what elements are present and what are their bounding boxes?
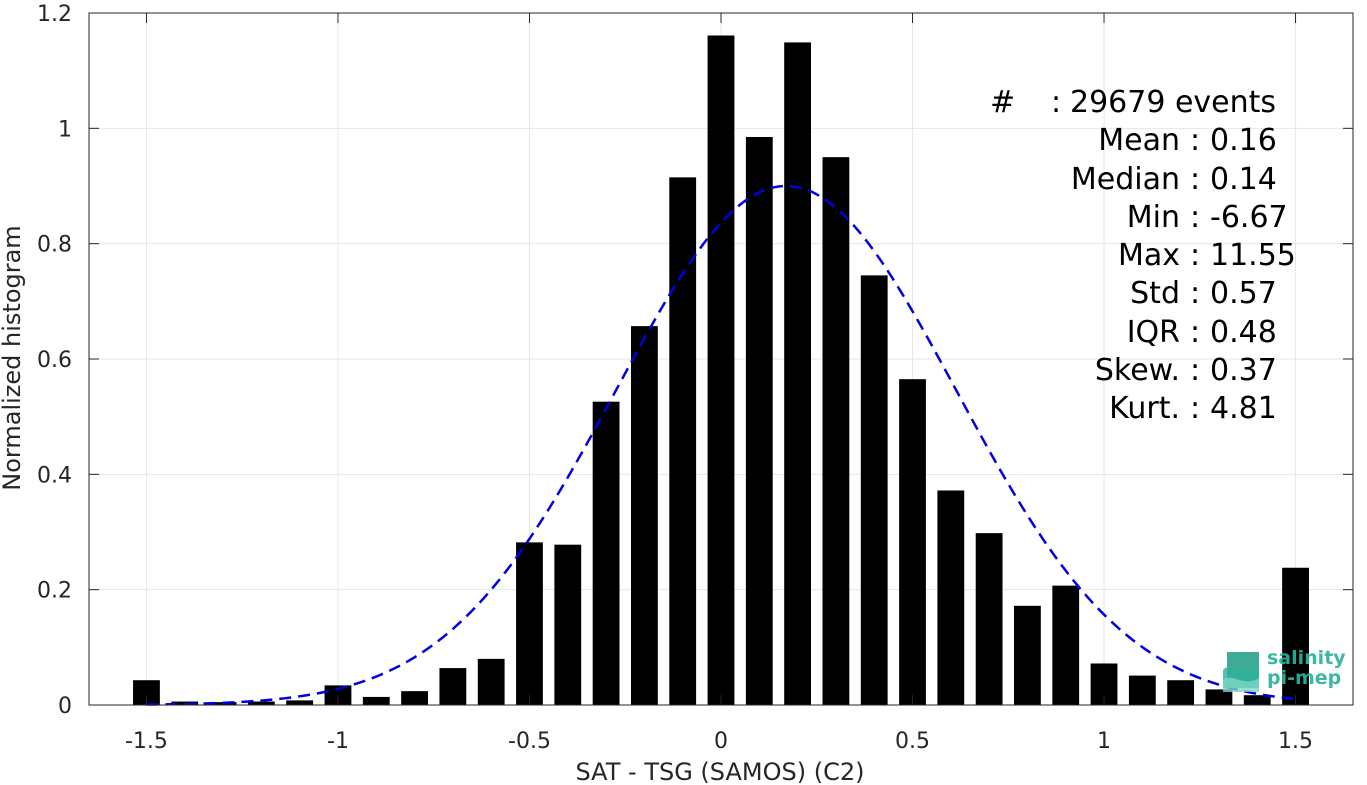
stat-separator: :	[1189, 353, 1201, 389]
histogram-bar	[937, 490, 965, 705]
statistics-panel: #:29679 events Mean:0.16 Median:0.14 Min…	[960, 84, 1296, 429]
stat-row-median: Median:0.14	[960, 161, 1280, 199]
y-tick-labels: 0 0.2 0.4 0.6 0.8 1 1.2	[37, 2, 72, 719]
y-tick-label: 0.6	[37, 348, 72, 373]
stat-row-kurt: Kurt.:4.81	[960, 390, 1280, 428]
y-tick-label: 0.8	[37, 233, 72, 258]
gaussian-fit-curve	[146, 184, 1296, 706]
y-tick-label: 1.2	[37, 2, 72, 27]
stat-separator: :	[1189, 314, 1201, 350]
stat-row-count: #:29679 events	[960, 84, 1280, 122]
stat-value: 0.37	[1210, 353, 1277, 389]
stat-separator: :	[1189, 161, 1201, 197]
stat-label: Min	[1126, 199, 1180, 235]
stat-separator: :	[1189, 276, 1201, 312]
histogram-bar	[784, 42, 812, 706]
y-axis-label: Normalized histogram	[0, 225, 26, 490]
histogram-bar	[592, 401, 620, 705]
stat-label: IQR	[1126, 314, 1180, 350]
stat-row-skew: Skew.:0.37	[960, 352, 1280, 390]
y-tick-label: 1	[58, 117, 72, 142]
stat-value: 11.55	[1210, 238, 1296, 274]
stat-value: 0.57	[1210, 276, 1277, 312]
x-tick-label: -0.5	[508, 729, 551, 754]
histogram-bar	[1243, 695, 1271, 705]
stat-value: 0.14	[1210, 161, 1277, 197]
histogram-bar	[554, 544, 582, 705]
histogram-bar	[439, 668, 467, 705]
x-tick-label: 0.5	[895, 729, 930, 754]
stat-label: Median	[1070, 161, 1180, 197]
histogram-bar	[247, 701, 275, 705]
x-tick-label: 1	[1097, 729, 1111, 754]
stat-label: Max	[1117, 238, 1180, 274]
histogram-bars	[133, 35, 1309, 706]
stat-value: 0.16	[1210, 123, 1277, 159]
logo-line-2: pi-mep	[1267, 667, 1342, 689]
stat-row-mean: Mean:0.16	[960, 122, 1280, 160]
histogram-bar	[1282, 567, 1309, 705]
histogram-bar	[477, 658, 505, 705]
histogram-bar	[707, 35, 735, 706]
stat-separator: :	[1050, 85, 1062, 120]
stat-row-iqr: IQR:0.48	[960, 314, 1280, 352]
x-tick-label: -1.5	[125, 729, 168, 754]
histogram-bar	[1052, 585, 1080, 705]
histogram-bar	[1167, 680, 1195, 705]
stat-row-min: Min: -6.67	[960, 199, 1288, 237]
stat-row-max: Max:11.55	[960, 237, 1296, 275]
logo-line-1: salinity	[1267, 647, 1346, 669]
histogram-bar	[1128, 675, 1156, 705]
stat-label: Std	[1130, 276, 1180, 312]
histogram-bar	[860, 275, 888, 705]
logo-text: salinity pi-mep	[1267, 648, 1346, 688]
histogram-bar	[401, 691, 428, 705]
histogram-bar	[630, 326, 658, 705]
stat-label: Skew.	[1094, 353, 1180, 389]
x-axis-label: SAT - TSG (SAMOS) (C2)	[576, 758, 865, 785]
histogram-bar	[899, 379, 926, 705]
histogram-bar	[822, 157, 850, 705]
y-tick-label: 0.2	[37, 579, 72, 604]
histogram-bar	[362, 696, 390, 705]
y-tick-label: 0.4	[37, 463, 72, 488]
y-tick-label: 0	[58, 694, 72, 719]
x-tick-label: -1	[327, 729, 349, 754]
stat-row-std: Std:0.57	[960, 275, 1280, 313]
stat-value: 4.81	[1210, 391, 1277, 427]
histogram-bar	[745, 136, 773, 705]
axis-ticks	[89, 12, 1353, 706]
histogram-bar	[975, 533, 1003, 705]
histogram-bar	[1205, 689, 1233, 705]
stat-separator: :	[1189, 199, 1201, 235]
wave-logo-icon	[1223, 652, 1259, 692]
histogram-bar	[286, 700, 314, 705]
histogram-bar	[669, 177, 697, 706]
histogram-bar	[1014, 605, 1041, 705]
stat-value: -6.67	[1210, 199, 1288, 235]
stat-label: Mean	[1098, 123, 1180, 159]
stat-label: Kurt.	[1109, 391, 1180, 427]
stat-separator: :	[1189, 391, 1201, 427]
stat-value: 29679 events	[1070, 85, 1277, 120]
x-tick-label: 0	[714, 729, 728, 754]
salinity-pimep-logo: salinity pi-mep	[1219, 646, 1349, 696]
stat-separator: :	[1189, 123, 1201, 159]
x-tick-label: 1.5	[1278, 729, 1313, 754]
x-tick-labels: -1.5 -1 -0.5 0 0.5 1 1.5	[125, 729, 1313, 754]
histogram-bar	[516, 542, 543, 705]
stat-separator: :	[1189, 238, 1201, 274]
stat-value: 0.48	[1210, 314, 1277, 350]
stat-label: #	[990, 85, 1016, 120]
